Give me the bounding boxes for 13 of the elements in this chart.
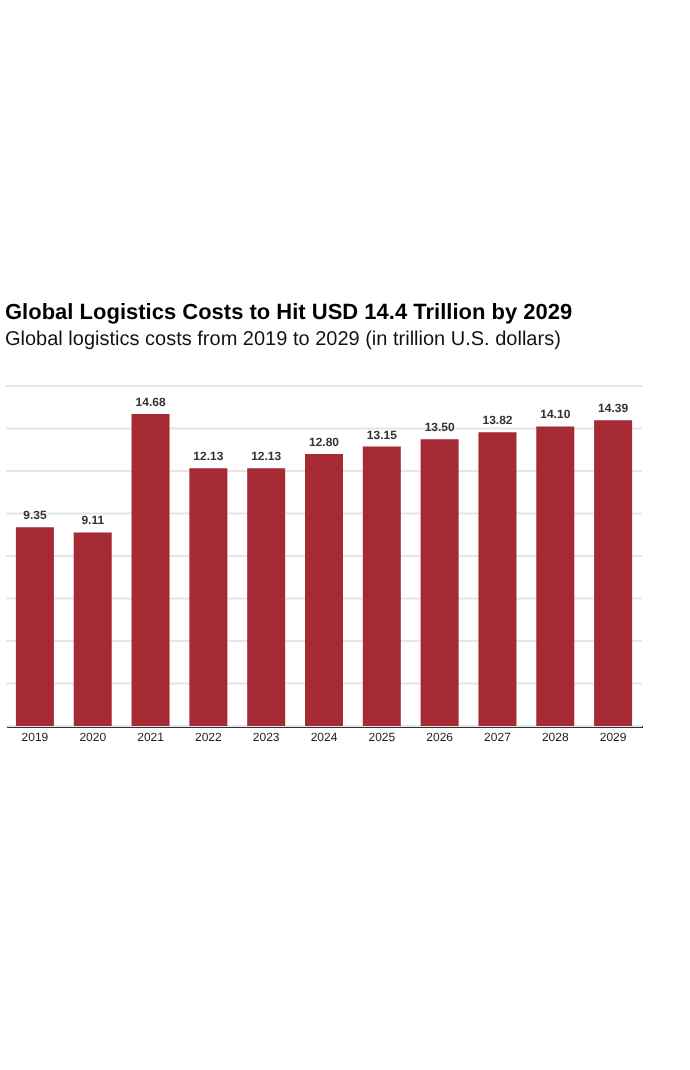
bar — [73, 532, 112, 726]
chart-title: Global Logistics Costs to Hit USD 14.4 Trillion by 2029 — [5, 301, 573, 325]
bar — [247, 468, 286, 726]
bar — [131, 414, 170, 726]
bar — [189, 468, 228, 726]
bar — [15, 527, 54, 726]
bar — [362, 446, 401, 726]
bar — [420, 439, 459, 726]
bar — [305, 454, 343, 726]
bar — [536, 426, 575, 726]
bar — [478, 432, 517, 726]
chart-subtitle: Global logistics costs from 2019 to 2029 (in trillion U.S. dollars) — [5, 329, 561, 351]
bar — [594, 420, 633, 726]
